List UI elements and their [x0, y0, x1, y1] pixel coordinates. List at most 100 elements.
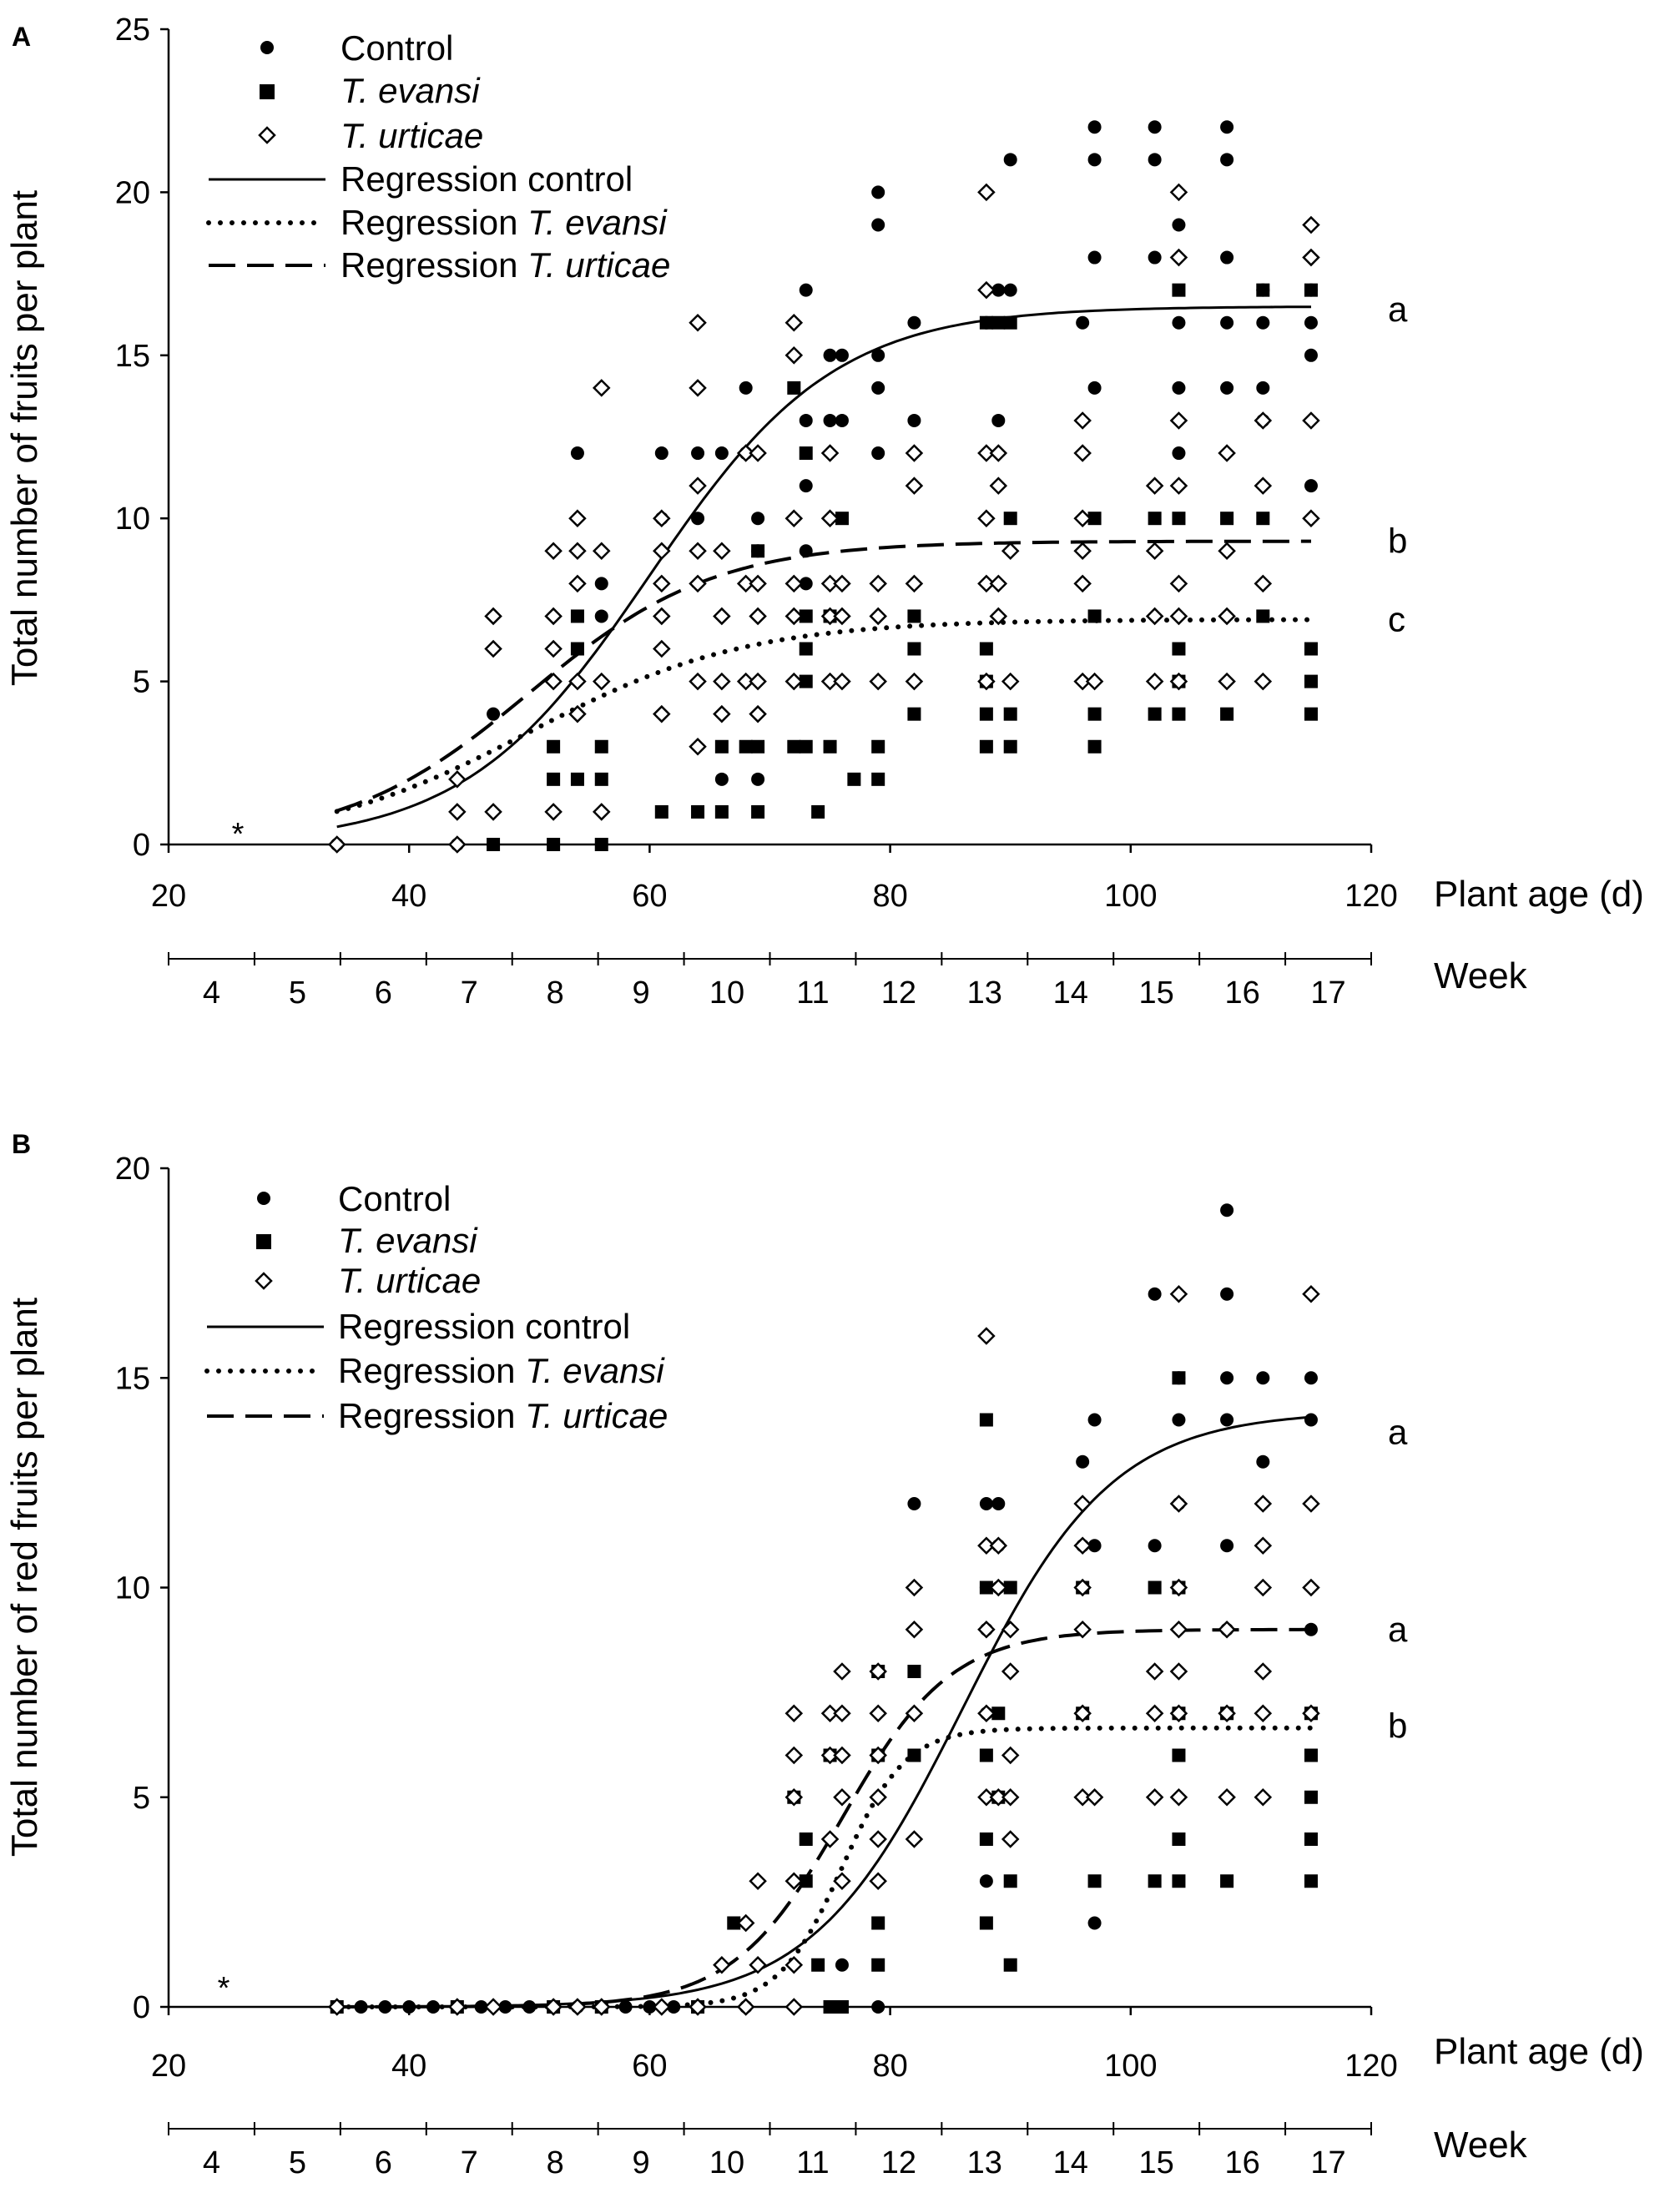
evansi-point [547, 772, 561, 786]
control-point [1256, 1454, 1270, 1469]
urticae-point [1169, 574, 1188, 593]
evansi-point [1087, 512, 1102, 526]
urticae-point [989, 574, 1008, 593]
control-point [1256, 381, 1270, 395]
control-point [378, 2000, 392, 2014]
urticae-point [1218, 542, 1236, 561]
evansi-point [799, 1832, 813, 1846]
urticae-point [905, 1704, 924, 1723]
evansi-point [1172, 707, 1186, 721]
legend-reg-evansi-species: T. evansi [525, 1351, 665, 1390]
panel-b-week-axis-title: Week [1434, 2125, 1528, 2165]
control-point [835, 413, 849, 427]
y-tick-label: 15 [115, 1361, 150, 1396]
control-point [739, 381, 753, 395]
control-point [1087, 381, 1102, 395]
urticae-point [833, 1787, 851, 1807]
evansi-point [1256, 512, 1270, 526]
urticae-point [785, 1787, 804, 1807]
evansi-point [739, 739, 753, 754]
urticae-point [869, 1704, 887, 1723]
legend-reg-urticae-species: T. urticae [527, 245, 670, 285]
control-point [1087, 1413, 1102, 1427]
urticae-point [1073, 1578, 1092, 1597]
evansi-point [1003, 512, 1017, 526]
evansi-point [1304, 642, 1318, 656]
control-point [667, 2000, 681, 2014]
evansi-point [1304, 1790, 1318, 1804]
urticae-point [653, 574, 671, 593]
week-label: 8 [547, 975, 564, 1011]
legend-reg-urticae-prefix: Regression [341, 245, 527, 285]
control-point [1148, 153, 1162, 167]
urticae-point [749, 607, 767, 626]
x-tick-label: 40 [391, 2049, 426, 2084]
urticae-point [749, 1955, 767, 1974]
urticae-point [448, 835, 467, 854]
urticae-point [749, 1872, 767, 1891]
week-label: 10 [709, 975, 744, 1011]
urticae-point [1254, 672, 1273, 691]
urticae-point [833, 1662, 851, 1681]
evansi-point [1304, 674, 1318, 688]
evansi-point [594, 838, 608, 851]
evansi-point [799, 642, 813, 656]
urticae-point [653, 704, 671, 723]
urticae-point [905, 1578, 924, 1597]
regression-control-curve [336, 305, 1311, 829]
urticae-point [977, 1620, 996, 1639]
week-label: 5 [289, 2145, 306, 2180]
evansi-point [979, 739, 993, 754]
urticae-point [1254, 1704, 1273, 1723]
urticae-point [689, 737, 707, 756]
urticae-point [568, 672, 587, 691]
urticae-point [1254, 1536, 1273, 1555]
week-label: 17 [1310, 975, 1345, 1011]
control-point [751, 772, 765, 786]
urticae-point [1073, 411, 1092, 430]
control-point [871, 218, 885, 232]
urticae-point [544, 542, 563, 561]
urticae-point [1169, 1495, 1188, 1513]
evansi-point [871, 772, 885, 786]
evansi-point [979, 1580, 993, 1595]
control-point [714, 446, 729, 461]
urticae-point [1254, 574, 1273, 593]
control-point [691, 446, 705, 461]
x-tick-label: 20 [151, 879, 186, 914]
week-label: 9 [633, 975, 650, 1011]
control-point [1256, 315, 1270, 330]
urticae-point [820, 1830, 840, 1848]
urticae-point [1169, 672, 1188, 691]
evansi-point [979, 707, 993, 721]
evansi-point [1148, 707, 1162, 721]
control-point [1220, 1287, 1234, 1301]
panel-a-letter: A [12, 22, 31, 52]
control-point [1003, 153, 1017, 167]
evansi-point [594, 739, 608, 754]
y-tick-label: 5 [133, 1781, 150, 1816]
control-point [426, 2000, 441, 2014]
evansi-point [691, 804, 705, 819]
evansi-point [1256, 609, 1270, 623]
control-point [474, 2000, 488, 2014]
control-point [1304, 479, 1318, 493]
urticae-point [1073, 1495, 1092, 1513]
urticae-point [1073, 1704, 1092, 1723]
control-point [751, 512, 765, 526]
control-point [991, 1497, 1006, 1510]
week-label: 9 [633, 2145, 650, 2180]
legend-evansi-marker [260, 84, 275, 99]
control-point [522, 2000, 537, 2014]
urticae-point [653, 542, 671, 561]
evansi-point [1220, 512, 1234, 526]
y-tick-label: 15 [115, 339, 150, 374]
legend-evansi-marker [256, 1234, 271, 1249]
urticae-point [905, 1620, 924, 1639]
control-point [799, 283, 813, 297]
urticae-point [1145, 1704, 1164, 1723]
legend-reg-evansi-species: T. evansi [527, 203, 668, 242]
urticae-point [568, 509, 587, 527]
control-point [1220, 315, 1234, 330]
control-point [1087, 120, 1102, 134]
